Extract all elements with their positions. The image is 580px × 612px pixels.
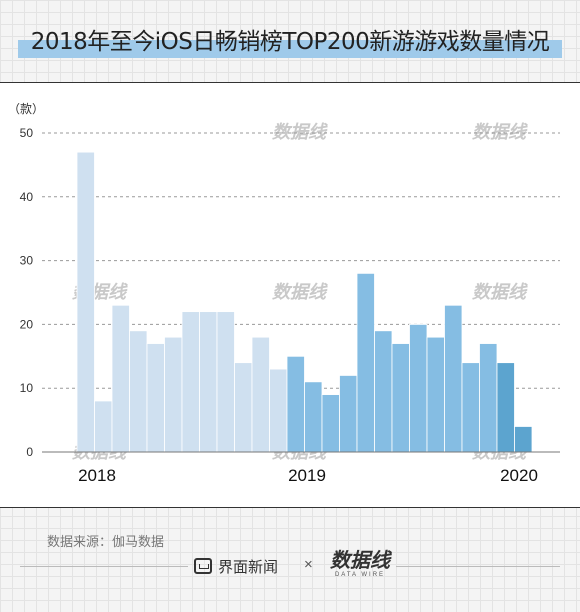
footer-divider-left [20,566,188,567]
y-tick-20: 20 [20,317,34,331]
bar-chart: 数据线数据线数据线数据线数据线数据线数据线数据线 010203040502018… [8,102,560,485]
y-tick-30: 30 [20,254,34,268]
bar-18 [391,343,410,453]
partner-name: 数据线 [330,548,390,572]
bar-2 [111,304,130,453]
bar-19 [409,323,428,453]
bar-16 [356,272,375,453]
title-container: 2018年至今iOS日畅销榜TOP200新游游戏数量情况 [0,22,580,56]
watermark-3: 数据线 [272,282,328,303]
bar-17 [374,330,393,453]
axes: 0 10 20 30 40 50 2018 2019 2020 [20,126,560,485]
bar-12 [286,355,305,453]
footer: 界面新闻 × 数据线 DATA WIRE [0,548,580,580]
brand-logo-icon [194,558,212,574]
bar-25 [514,426,533,453]
brand: 界面新闻 [194,554,278,578]
bar-15 [339,375,358,453]
bar-13 [304,381,323,453]
y-tick-50: 50 [20,126,34,140]
bar-6 [181,311,200,453]
watermark-0: 数据线 [272,122,328,143]
bar-21 [444,304,463,453]
brand-name: 界面新闻 [218,557,279,576]
bar-9 [234,362,253,453]
bar-24 [496,362,515,453]
bar-23 [479,343,498,453]
y-axis-label: （款） [8,102,44,116]
bar-22 [461,362,480,453]
chart-panel: 数据线数据线数据线数据线数据线数据线数据线数据线 010203040502018… [0,82,580,508]
x-tick-2020: 2020 [500,466,538,485]
x-tick-2019: 2019 [288,466,326,485]
bar-0 [76,151,95,453]
bar-1 [94,400,113,453]
bar-3 [129,330,148,453]
y-tick-10: 10 [20,381,34,395]
title-highlight [18,40,562,58]
y-tick-0: 0 [26,445,33,459]
times-separator: × [304,556,313,573]
bar-11 [269,368,288,453]
partner-subtitle: DATA WIRE [334,572,386,578]
source-note: 数据来源：伽马数据 [47,535,165,550]
x-tick-2018: 2018 [78,466,116,485]
bar-8 [216,311,235,453]
partner-logo: 数据线 DATA WIRE [330,548,390,578]
chart-title: 2018年至今iOS日畅销榜TOP200新游游戏数量情况 [30,29,550,55]
watermark-4: 数据线 [472,282,528,303]
bar-4 [146,343,165,453]
bar-14 [321,394,340,453]
bar-10 [251,336,270,453]
bar-20 [426,336,445,453]
bar-5 [164,336,183,453]
bars [76,151,533,453]
bar-7 [199,311,218,453]
footer-divider-right [396,566,560,567]
y-tick-40: 40 [20,190,34,204]
